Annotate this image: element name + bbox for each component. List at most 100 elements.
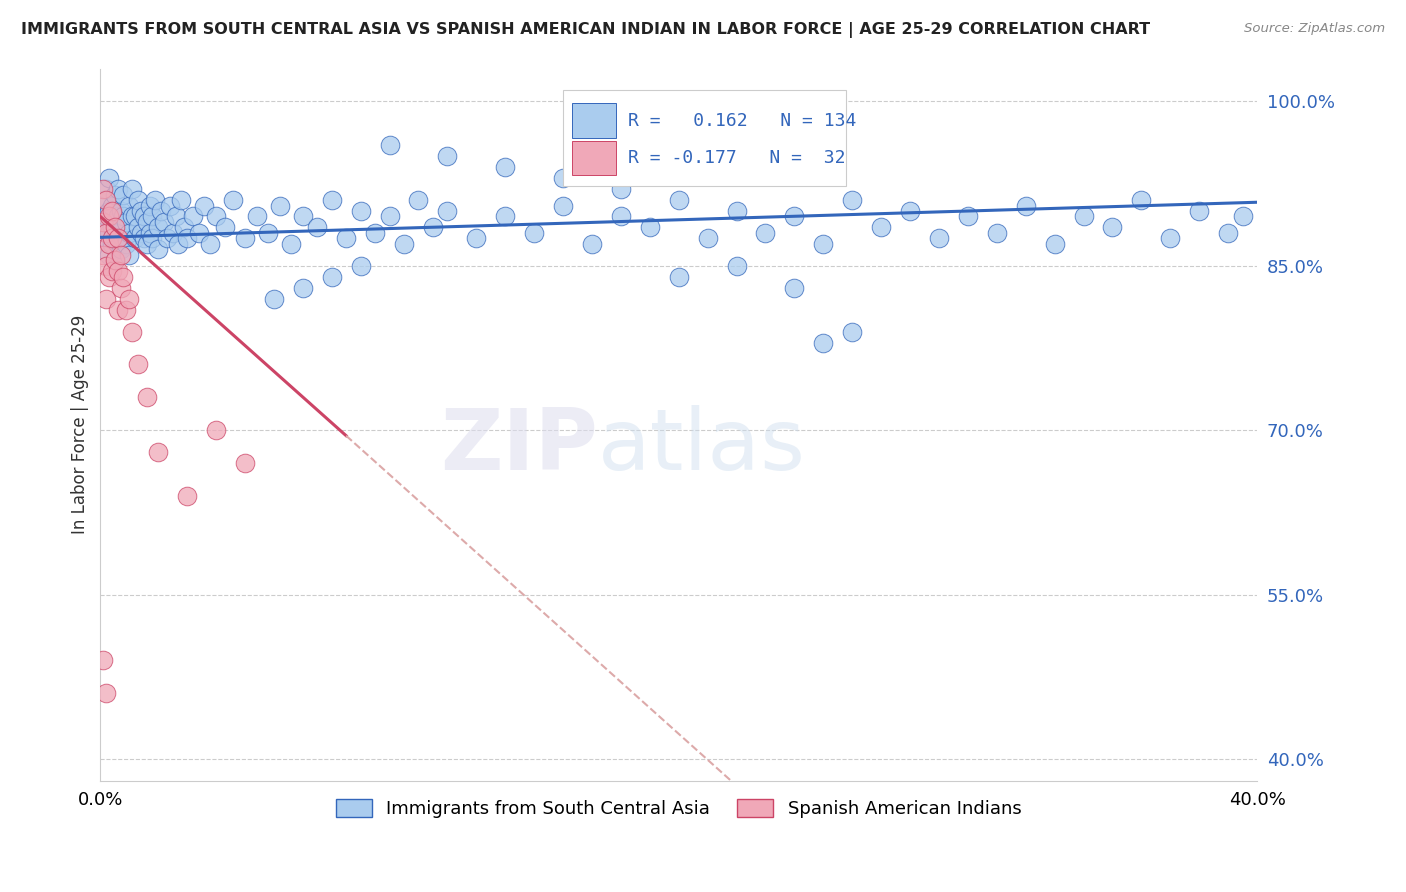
- Point: [112, 269, 135, 284]
- Point: [101, 198, 124, 212]
- Point: [523, 226, 546, 240]
- Point: [610, 210, 633, 224]
- Point: [132, 231, 155, 245]
- Point: [551, 198, 574, 212]
- Point: [465, 231, 488, 245]
- Point: [269, 198, 291, 212]
- Point: [928, 231, 950, 245]
- Point: [121, 325, 143, 339]
- Point: [98, 236, 121, 251]
- Point: [321, 269, 343, 284]
- Point: [143, 193, 166, 207]
- Point: [104, 220, 127, 235]
- Point: [291, 281, 314, 295]
- Point: [668, 269, 690, 284]
- Point: [112, 210, 135, 224]
- Point: [132, 210, 155, 224]
- Text: atlas: atlas: [598, 405, 806, 488]
- Point: [104, 187, 127, 202]
- Point: [98, 171, 121, 186]
- Point: [668, 193, 690, 207]
- Point: [91, 193, 114, 207]
- Point: [392, 236, 415, 251]
- Point: [378, 138, 401, 153]
- Point: [148, 445, 170, 459]
- Point: [408, 193, 430, 207]
- Point: [98, 226, 121, 240]
- Point: [94, 193, 117, 207]
- Point: [129, 204, 152, 219]
- Point: [1159, 231, 1181, 245]
- Point: [1130, 193, 1153, 207]
- Point: [170, 193, 193, 207]
- Point: [898, 204, 921, 219]
- Point: [1043, 236, 1066, 251]
- Point: [364, 226, 387, 240]
- Text: Source: ZipAtlas.com: Source: ZipAtlas.com: [1244, 22, 1385, 36]
- Point: [1101, 220, 1123, 235]
- Point: [101, 264, 124, 278]
- Point: [135, 390, 157, 404]
- Point: [783, 281, 806, 295]
- Point: [153, 215, 176, 229]
- Point: [725, 259, 748, 273]
- Point: [98, 210, 121, 224]
- Text: ZIP: ZIP: [440, 405, 598, 488]
- Point: [91, 248, 114, 262]
- Point: [1015, 198, 1038, 212]
- Text: R =   0.162   N = 134: R = 0.162 N = 134: [628, 112, 856, 129]
- Point: [110, 281, 132, 295]
- Point: [148, 220, 170, 235]
- Point: [127, 193, 149, 207]
- Point: [118, 292, 141, 306]
- Point: [610, 182, 633, 196]
- Point: [115, 302, 138, 317]
- Point: [104, 231, 127, 245]
- Point: [257, 226, 280, 240]
- Point: [280, 236, 302, 251]
- Point: [107, 182, 129, 196]
- Point: [107, 302, 129, 317]
- Point: [187, 226, 209, 240]
- Point: [1232, 210, 1254, 224]
- Point: [118, 226, 141, 240]
- Point: [436, 149, 458, 163]
- Point: [291, 210, 314, 224]
- Point: [127, 358, 149, 372]
- Point: [135, 236, 157, 251]
- Point: [94, 259, 117, 273]
- Point: [118, 198, 141, 212]
- Point: [94, 231, 117, 245]
- Point: [110, 220, 132, 235]
- Point: [813, 236, 835, 251]
- Point: [156, 231, 179, 245]
- Point: [124, 210, 146, 224]
- Point: [124, 231, 146, 245]
- Point: [205, 423, 228, 437]
- Point: [110, 204, 132, 219]
- Point: [233, 231, 256, 245]
- FancyBboxPatch shape: [572, 103, 616, 137]
- Point: [494, 160, 516, 174]
- Point: [101, 204, 124, 219]
- Point: [214, 220, 236, 235]
- Point: [1216, 226, 1239, 240]
- Point: [107, 231, 129, 245]
- Point: [245, 210, 267, 224]
- Point: [754, 226, 776, 240]
- Point: [129, 226, 152, 240]
- Text: R = -0.177   N =  32: R = -0.177 N = 32: [628, 149, 845, 168]
- Point: [110, 243, 132, 257]
- Point: [118, 248, 141, 262]
- Point: [138, 198, 160, 212]
- Text: IMMIGRANTS FROM SOUTH CENTRAL ASIA VS SPANISH AMERICAN INDIAN IN LABOR FORCE | A: IMMIGRANTS FROM SOUTH CENTRAL ASIA VS SP…: [21, 22, 1150, 38]
- Point: [91, 215, 114, 229]
- Point: [581, 236, 603, 251]
- Point: [94, 210, 117, 224]
- Point: [141, 231, 163, 245]
- Point: [696, 231, 718, 245]
- Point: [107, 210, 129, 224]
- Point: [135, 215, 157, 229]
- Point: [112, 231, 135, 245]
- Point: [104, 253, 127, 268]
